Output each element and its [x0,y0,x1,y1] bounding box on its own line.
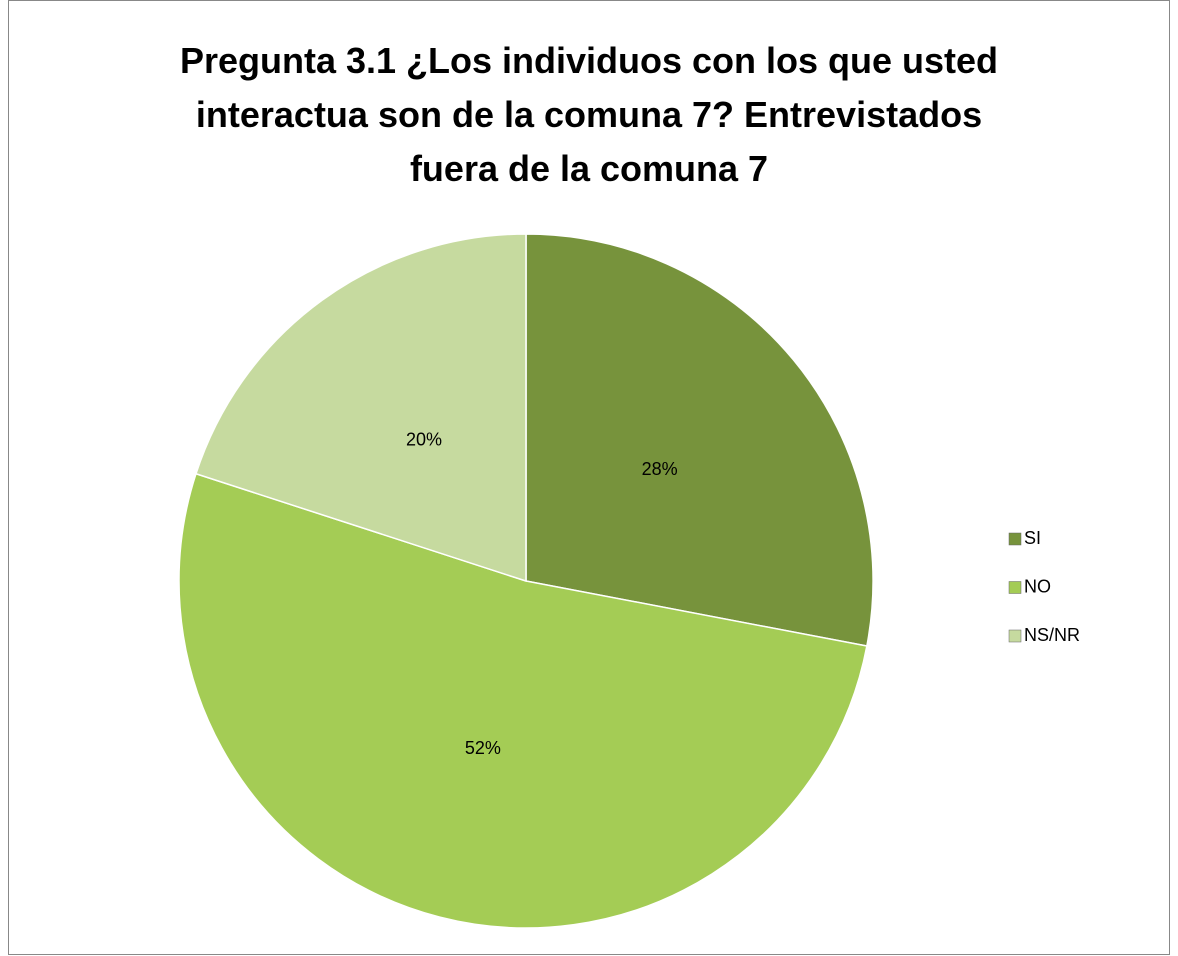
pie-slice [525,233,874,647]
pie-slice [195,233,527,583]
chart-title: Pregunta 3.1 ¿Los individuos con los que… [179,40,999,189]
chart-border [8,0,1170,955]
legend-swatch [1008,581,1022,594]
legend-label: NO [1024,576,1051,596]
data-label: 20% [406,429,442,449]
legend-label: SI [1024,528,1041,548]
pie-slice [178,472,868,929]
pie: 28% 52% 20% [178,233,874,929]
legend-label: NS/NR [1024,625,1080,645]
legend-swatch [1008,629,1022,643]
data-label: 52% [465,738,501,758]
data-label: 28% [642,459,678,479]
legend: SI NO NS/NR [1008,528,1080,645]
legend-swatch [1008,532,1022,546]
